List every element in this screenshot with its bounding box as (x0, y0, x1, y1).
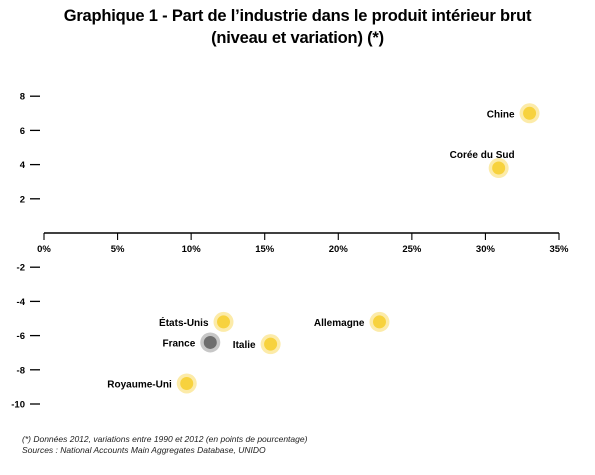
x-tick-label: 0% (37, 244, 51, 255)
data-point-label: Chine (487, 109, 515, 120)
x-tick-label: 35% (549, 244, 569, 255)
y-tick-label: -6 (17, 331, 25, 342)
data-point-label: France (162, 338, 195, 349)
x-tick-label: 30% (476, 244, 496, 255)
chart-source: Sources : National Accounts Main Aggrega… (22, 445, 266, 455)
data-point (523, 106, 537, 120)
x-tick-label: 5% (111, 244, 125, 255)
data-point (492, 161, 506, 175)
x-tick-label: 25% (402, 244, 422, 255)
data-point-label: États-Unis (159, 316, 209, 329)
y-tick-label: 4 (20, 160, 26, 171)
data-point (372, 315, 386, 329)
data-point (203, 335, 217, 349)
y-tick-label: 6 (20, 126, 25, 137)
data-point-label: Corée du Sud (450, 150, 515, 161)
data-point (180, 376, 194, 390)
x-tick-label: 20% (329, 244, 349, 255)
y-tick-label: 2 (20, 194, 25, 205)
chart-title-line1: Graphique 1 - Part de l’industrie dans l… (63, 7, 532, 25)
x-tick-label: 15% (255, 244, 275, 255)
chart-title-line2: (niveau et variation) (*) (211, 29, 384, 47)
x-tick-label: 10% (182, 244, 202, 255)
data-point-label: Allemagne (314, 318, 365, 329)
data-point (217, 315, 231, 329)
y-tick-label: -4 (17, 297, 26, 308)
y-tick-label: -8 (17, 365, 25, 376)
data-point-label: Italie (233, 340, 256, 351)
data-point (264, 337, 278, 351)
y-tick-label: 8 (20, 92, 25, 103)
data-point-label: Royaume-Uni (107, 379, 172, 390)
y-tick-label: -2 (17, 263, 25, 274)
chart-footnote: (*) Données 2012, variations entre 1990 … (22, 434, 308, 444)
y-tick-label: -10 (11, 400, 25, 411)
